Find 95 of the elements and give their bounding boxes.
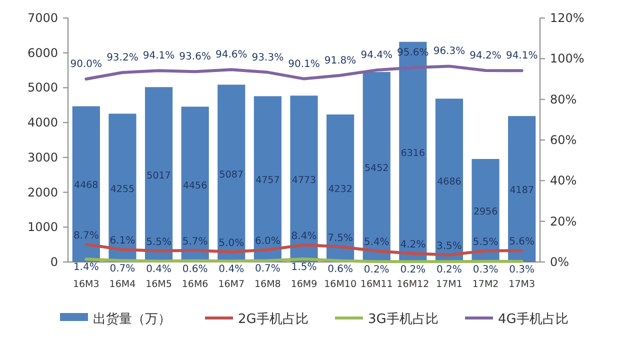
data-label: 0.2% xyxy=(436,264,462,276)
data-label: 8.7% xyxy=(73,230,99,242)
y-tick-label: 4000 xyxy=(27,116,58,130)
data-label: 91.8% xyxy=(324,55,356,66)
y-tick-label: 6000 xyxy=(27,46,58,60)
x-tick-label: 17M2 xyxy=(472,279,499,290)
x-tick-label: 17M1 xyxy=(436,279,462,290)
bar xyxy=(290,96,318,262)
y-tick-label: 0 xyxy=(50,255,58,269)
data-label: 0.3% xyxy=(472,264,498,276)
data-label: 94.1% xyxy=(506,50,538,62)
bar xyxy=(362,72,390,262)
bar xyxy=(399,42,427,262)
data-label: 8.4% xyxy=(291,230,317,242)
data-label: 5.6% xyxy=(509,236,535,248)
x-tick-label: 16M10 xyxy=(324,279,356,290)
data-label: 93.2% xyxy=(106,52,138,64)
data-label: 94.6% xyxy=(215,50,248,61)
x-tick-label: 16M7 xyxy=(218,279,245,290)
data-label: 0.6% xyxy=(328,264,354,275)
data-label: 4757 xyxy=(256,175,280,186)
bar xyxy=(108,114,136,262)
data-label: 3.5% xyxy=(436,240,462,252)
x-tick-label: 16M6 xyxy=(182,279,208,290)
data-label: 0.7% xyxy=(110,264,136,275)
data-label: 4.2% xyxy=(400,239,426,250)
data-label: 5.5% xyxy=(472,236,498,248)
x-tick-label: 16M8 xyxy=(254,279,281,290)
data-label: 4255 xyxy=(110,184,135,195)
bar xyxy=(508,116,536,262)
data-label: 5.5% xyxy=(146,236,172,248)
data-label: 96.3% xyxy=(433,46,466,58)
data-label: 2956 xyxy=(473,206,498,218)
data-label: 0.7% xyxy=(254,264,280,275)
data-label: 6.0% xyxy=(254,236,280,247)
data-label: 5.7% xyxy=(182,236,208,248)
data-label: 4686 xyxy=(437,176,462,188)
legend-label: 3G手机占比 xyxy=(368,312,438,327)
data-label: 0.2% xyxy=(364,264,390,276)
data-label: 0.4% xyxy=(146,264,172,276)
data-label: 90.0% xyxy=(70,59,102,70)
bar xyxy=(72,106,100,262)
y2-tick-label: 0% xyxy=(550,255,570,269)
y2-tick-label: 40% xyxy=(550,174,577,188)
data-label: 0.4% xyxy=(218,264,244,276)
data-label: 93.3% xyxy=(252,52,284,64)
x-tick-label: 16M11 xyxy=(360,279,393,290)
data-label: 5087 xyxy=(219,169,244,180)
data-label: 5.4% xyxy=(364,237,390,248)
y2-tick-label: 20% xyxy=(550,214,577,228)
y2-tick-label: 100% xyxy=(550,52,584,66)
data-label: 6.1% xyxy=(110,236,136,247)
y-tick-label: 7000 xyxy=(27,11,58,25)
data-label: 94.2% xyxy=(470,50,502,62)
y2-tick-label: 60% xyxy=(550,133,577,147)
data-label: 94.4% xyxy=(360,50,393,62)
data-label: 5452 xyxy=(364,162,389,174)
y-tick-label: 1000 xyxy=(27,220,58,234)
y2-tick-label: 120% xyxy=(550,11,584,25)
data-label: 94.1% xyxy=(142,50,175,62)
data-label: 1.5% xyxy=(291,262,317,273)
x-tick-label: 16M5 xyxy=(146,279,172,290)
y-tick-label: 2000 xyxy=(27,185,58,200)
x-tick-label: 16M4 xyxy=(109,279,136,290)
bar xyxy=(144,87,173,262)
data-label: 93.6% xyxy=(179,52,211,63)
data-label: 7.5% xyxy=(328,232,354,244)
data-label: 5.0% xyxy=(218,238,244,249)
data-label: 90.1% xyxy=(288,58,320,70)
bar xyxy=(435,98,464,262)
y-tick-label: 5000 xyxy=(27,80,58,95)
x-tick-label: 16M9 xyxy=(290,279,318,290)
data-label: 4468 xyxy=(74,180,98,192)
legend-label: 出货量（万） xyxy=(93,312,171,327)
bar xyxy=(472,158,500,262)
bar xyxy=(218,84,246,262)
bar xyxy=(326,114,354,262)
data-label: 5017 xyxy=(146,170,171,182)
data-label: 1.4% xyxy=(73,262,99,274)
data-label: 4187 xyxy=(510,185,534,196)
y2-tick-label: 80% xyxy=(550,92,577,106)
x-tick-label: 16M12 xyxy=(396,279,430,290)
data-label: 0.2% xyxy=(400,264,426,276)
data-label: 0.3% xyxy=(509,264,535,276)
data-label: 4773 xyxy=(292,174,316,186)
x-tick-label: 16M3 xyxy=(72,279,100,290)
bar xyxy=(254,96,282,262)
legend-label: 4G手机占比 xyxy=(498,312,568,327)
x-tick-label: 17M3 xyxy=(508,279,536,290)
y-tick-label: 3000 xyxy=(27,150,58,164)
data-label: 4456 xyxy=(182,180,208,192)
data-label: 0.6% xyxy=(182,264,208,275)
legend-label: 2G手机占比 xyxy=(238,312,308,327)
data-label: 4232 xyxy=(328,184,352,196)
data-label: 6316 xyxy=(400,148,426,159)
